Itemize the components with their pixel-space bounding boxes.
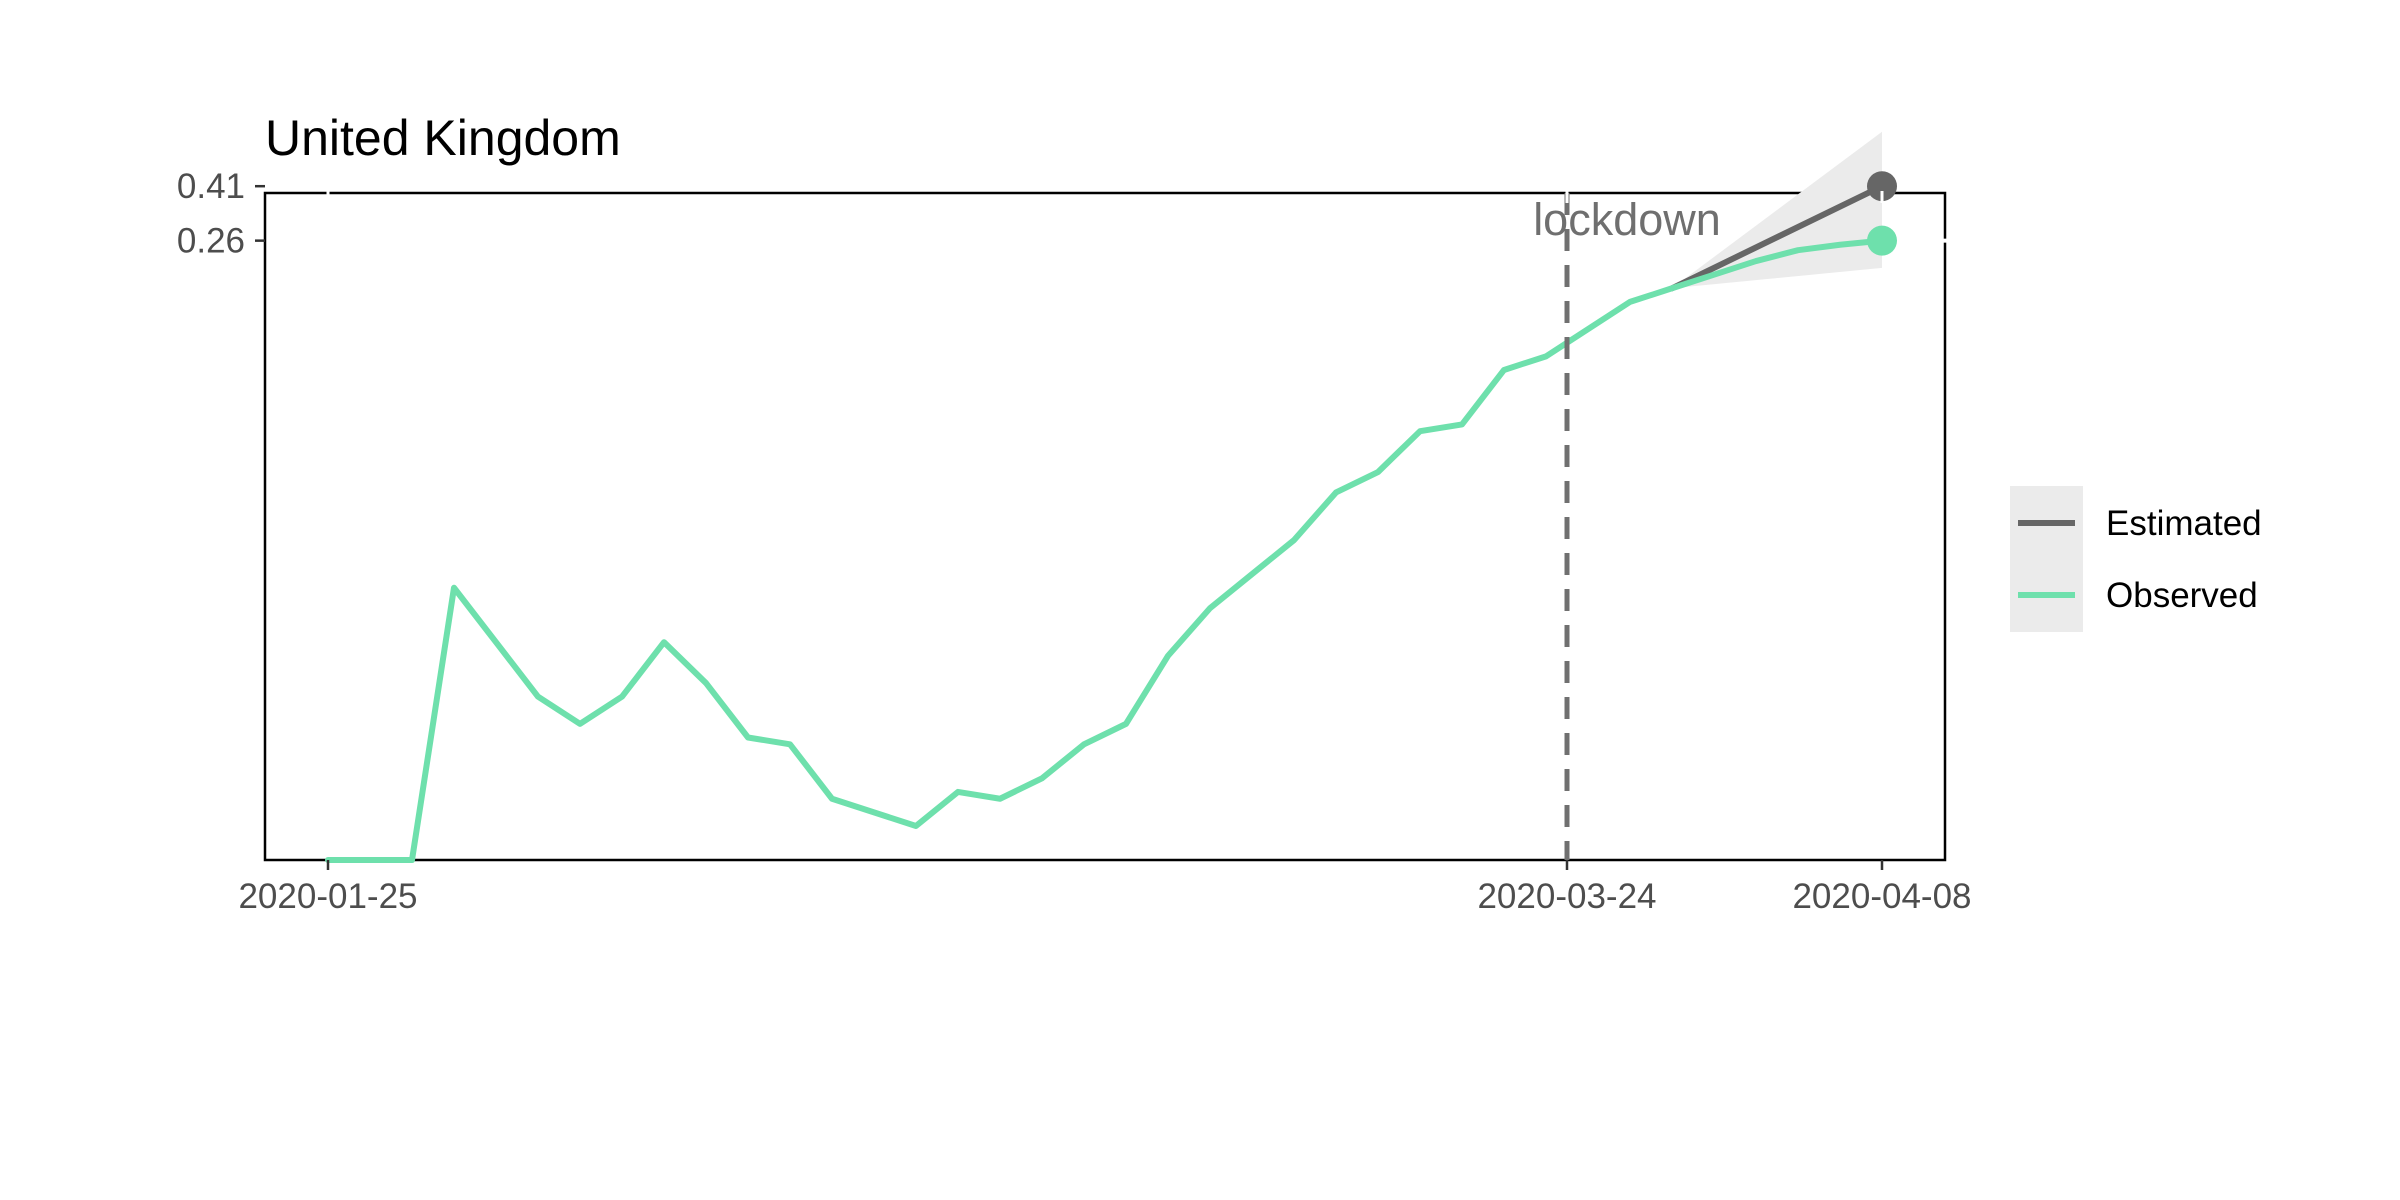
x-tick-label-2: 2020-04-08 (1792, 877, 1971, 916)
lockdown-label: lockdown (1533, 194, 1721, 245)
legend-key-background (2010, 486, 2083, 632)
x-axis: 2020-01-25 2020-03-24 2020-04-08 (238, 191, 1972, 916)
chart-title: United Kingdom (265, 110, 621, 166)
legend-label-observed: Observed (2106, 576, 2258, 615)
legend: Estimated Observed (2010, 486, 2262, 632)
y-tick-label-1: 0.41 (177, 167, 245, 206)
end-point-estimated (1867, 171, 1897, 202)
x-tick-label-1: 2020-03-24 (1477, 877, 1656, 916)
estimate-band (1672, 131, 1882, 289)
series-line-estimated (1669, 183, 1885, 292)
series-layer (325, 171, 1897, 863)
y-axis: 0.26 0.41 (177, 167, 1948, 261)
end-point-observed (1867, 225, 1897, 256)
legend-label-estimated: Estimated (2106, 504, 2262, 543)
y-tick-label-0: 0.26 (177, 222, 245, 261)
estimate-band-layer (1672, 131, 1882, 289)
x-tick-label-0: 2020-01-25 (238, 877, 417, 916)
plot-panel (263, 191, 1947, 862)
series-line-observed (325, 237, 1885, 863)
annotation-layer: lockdown (1533, 193, 1721, 860)
